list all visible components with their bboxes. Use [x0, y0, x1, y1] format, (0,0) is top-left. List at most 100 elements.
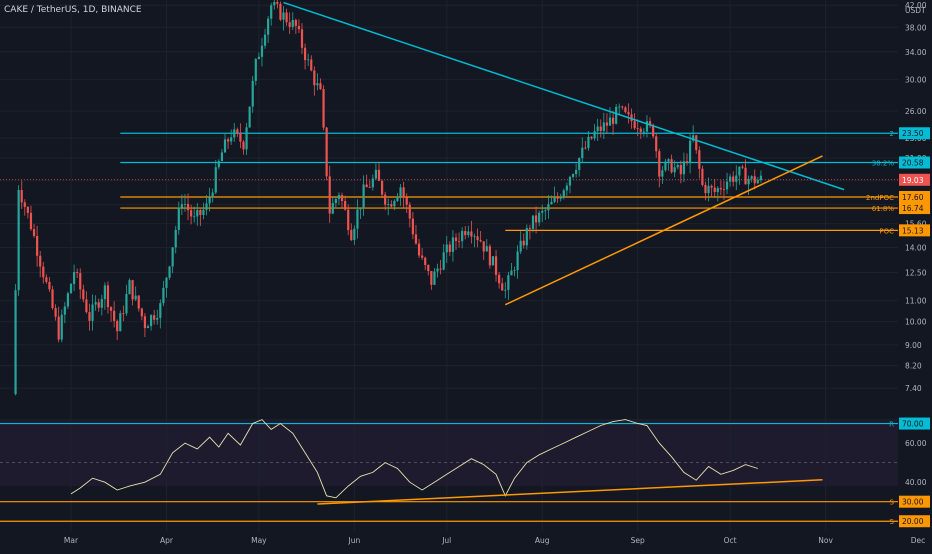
candle-body: [436, 268, 439, 272]
candle-body: [217, 161, 220, 168]
level-price-label: 20.58: [902, 159, 924, 168]
candle-body: [396, 196, 399, 201]
candle-body: [399, 187, 402, 197]
candle-body: [544, 210, 547, 212]
candle-body: [29, 212, 33, 230]
rsi-level-price: 30.00: [902, 498, 924, 507]
candle-body: [276, 1, 279, 4]
level-label: 38.2%: [872, 160, 895, 168]
candle-body: [193, 216, 196, 218]
candle-body: [337, 195, 341, 200]
candle-body: [479, 240, 482, 242]
candle-body: [652, 124, 655, 137]
candle-body: [119, 313, 122, 332]
candle-body: [568, 176, 572, 186]
candle-body: [439, 268, 442, 270]
candle-body: [374, 169, 378, 179]
candle-body: [331, 203, 334, 214]
currency-label: USDT: [905, 6, 926, 15]
candle-body: [36, 235, 39, 256]
candle-body: [645, 121, 649, 132]
candle-body: [507, 275, 510, 290]
candle-body: [156, 317, 159, 320]
candle-body: [658, 151, 661, 177]
candle-body: [205, 203, 208, 210]
candle-body: [636, 128, 639, 129]
candle-body: [630, 114, 633, 122]
candle-body: [236, 129, 239, 134]
candle-body: [196, 209, 199, 217]
candle-body: [60, 314, 63, 340]
candle-body: [556, 197, 559, 199]
candle-body: [263, 34, 267, 46]
level-label: 2ndPOC: [866, 194, 894, 202]
candle-body: [750, 176, 753, 179]
candle-body: [149, 315, 153, 327]
candle-body: [307, 59, 310, 61]
candle-body: [208, 197, 211, 204]
candle-body: [430, 271, 433, 285]
candle-body: [562, 190, 565, 198]
candle-body: [356, 209, 359, 229]
candle-body: [448, 244, 451, 252]
candle-body: [131, 280, 134, 300]
candle-body: [501, 283, 504, 291]
rsi-level-price: 20.00: [902, 517, 924, 526]
level-label: POC: [879, 227, 894, 235]
candle-body: [239, 133, 242, 142]
candle-body: [20, 189, 23, 203]
candle-body: [553, 197, 556, 202]
candle-body: [79, 273, 82, 290]
candle-body: [294, 19, 297, 26]
price-tick-label: 12.50: [905, 268, 927, 277]
candle-body: [624, 107, 627, 113]
candle-body: [106, 285, 110, 308]
candle-body: [534, 215, 538, 223]
candle-body: [618, 106, 621, 108]
candle-body: [516, 251, 519, 271]
candle-body: [461, 230, 464, 242]
candle-body: [565, 185, 568, 191]
candle-body: [214, 167, 217, 193]
candle-body: [627, 112, 630, 115]
candle-body: [285, 12, 288, 23]
candle-body: [393, 200, 396, 207]
candle-body: [695, 135, 698, 151]
time-tick-label: Apr: [160, 536, 174, 545]
candle-body: [122, 313, 125, 315]
candle-body: [722, 189, 726, 191]
candle-body: [322, 89, 325, 128]
candle-body: [692, 135, 695, 141]
level-price-tag: [899, 156, 930, 169]
candle-body: [82, 289, 85, 300]
candle-body: [48, 281, 51, 290]
candle-body: [32, 229, 36, 236]
candle-body: [522, 240, 525, 246]
candle-body: [97, 302, 100, 308]
candle-body: [433, 271, 436, 285]
level-price-tag: [899, 202, 930, 215]
candle-body: [257, 56, 260, 60]
candle-body: [245, 127, 248, 150]
candle-body: [411, 218, 414, 235]
candle-body: [162, 287, 165, 304]
time-tick-label: Jun: [348, 536, 361, 545]
candle-body: [673, 167, 676, 173]
candle-body: [153, 315, 156, 320]
candle-body: [350, 230, 353, 241]
rsi-level-tag: [899, 495, 930, 508]
candle-body: [300, 29, 304, 48]
candle-body: [408, 204, 411, 219]
candle-body: [541, 210, 544, 213]
candle-body: [488, 246, 491, 266]
candle-body: [602, 122, 605, 131]
candle-body: [427, 264, 430, 272]
candle-body: [137, 295, 140, 309]
candle-body: [316, 83, 319, 86]
candle-body: [365, 184, 368, 188]
time-tick-label: Sep: [631, 536, 645, 545]
price-tick-label: 14.00: [905, 243, 927, 252]
level-price-label: 23.50: [902, 129, 924, 138]
candle-body: [710, 185, 713, 188]
